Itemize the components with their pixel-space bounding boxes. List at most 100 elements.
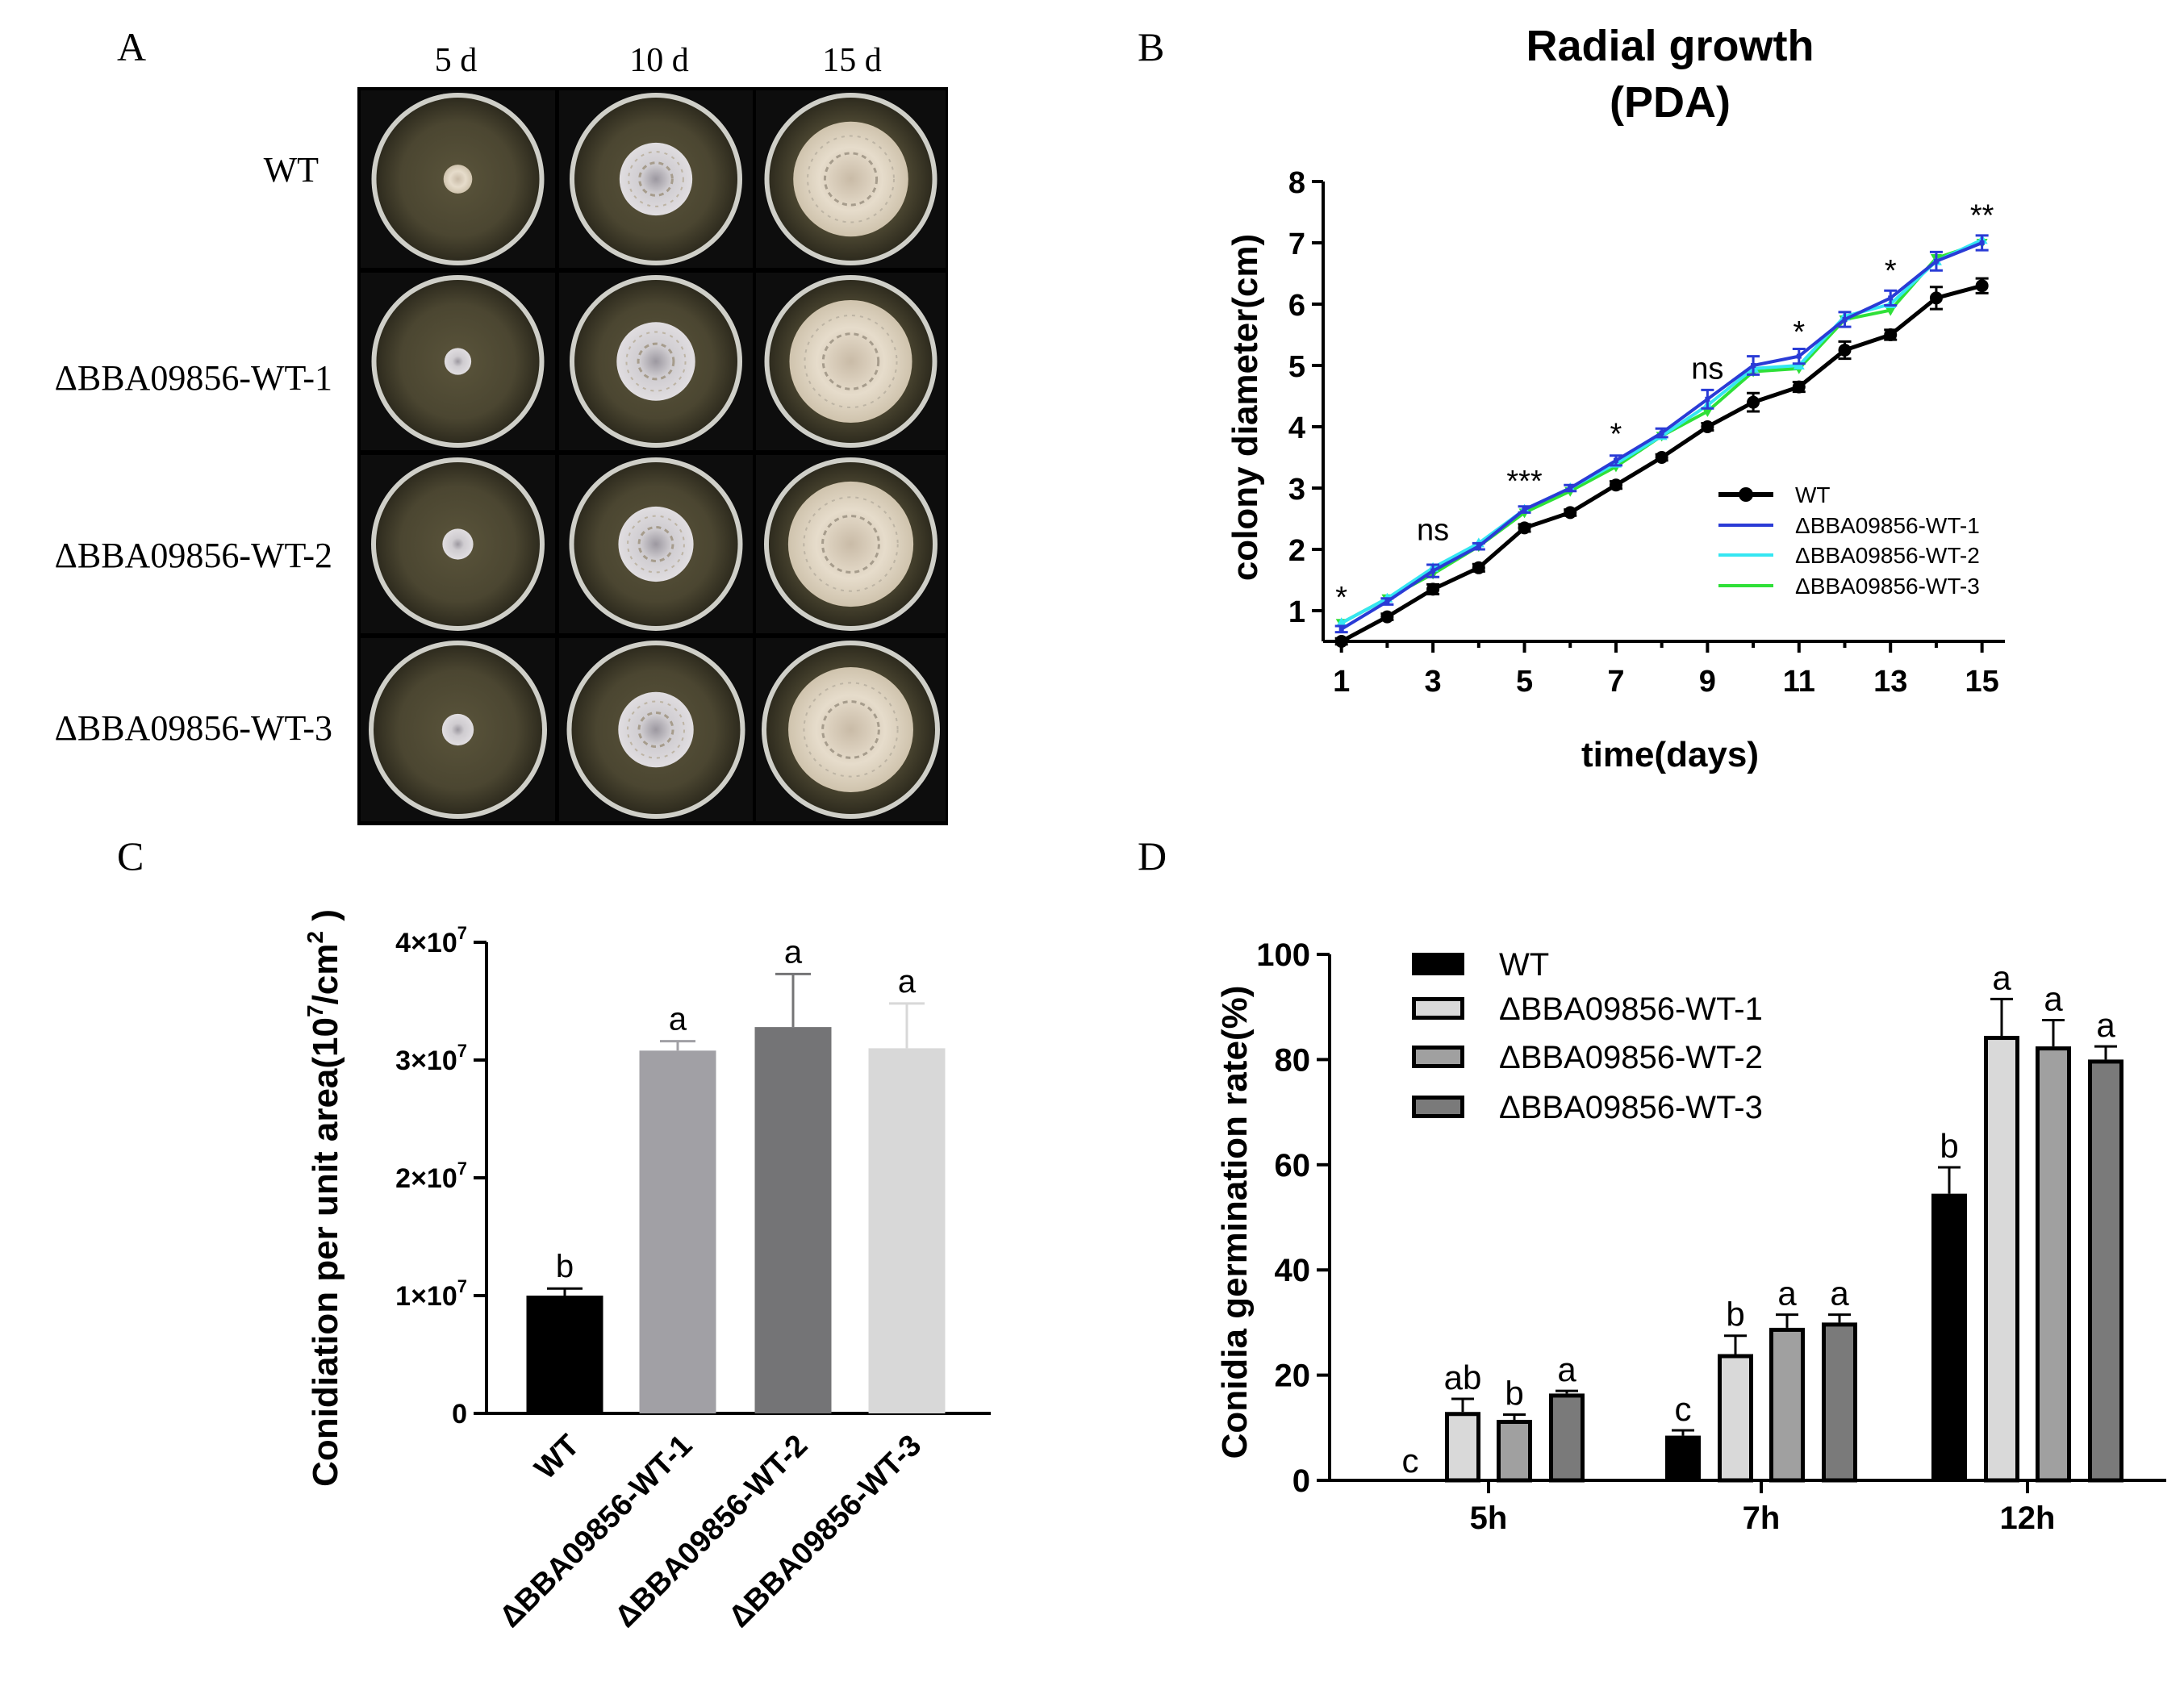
x-tick-label: 3 (1425, 665, 1442, 699)
legend-item: ΔBBA09856-WT-1 (1412, 991, 1763, 1027)
bar-rect (1984, 1036, 2019, 1483)
colony-outer-ring (807, 135, 895, 223)
significance-letter: b (1940, 1127, 1958, 1165)
y-tick-label: 1×107 (395, 1276, 467, 1312)
legend-swatch (1412, 1046, 1464, 1068)
bar-7h-mutant-1: b (1718, 1296, 1753, 1483)
data-point (1522, 507, 1527, 512)
x-tick-label: 12h (2000, 1501, 2056, 1536)
significance-letter: b (1505, 1375, 1523, 1413)
bar-5h-mutant-2: b (1497, 1375, 1532, 1483)
legend-label: ΔBBA09856-WT-1 (1499, 991, 1763, 1027)
plate-r1-10d (559, 90, 753, 268)
y-tick-exponent: 7 (457, 1158, 467, 1179)
significance-label: * (1335, 581, 1347, 615)
bar-5h-mutant-3: a (1549, 1350, 1585, 1483)
colony-outer-ring (803, 496, 899, 592)
data-point (1929, 291, 1943, 305)
panel-letter-d: D (1138, 833, 1167, 879)
x-tick-label: 11 (1783, 665, 1815, 699)
fungal-colony (444, 348, 472, 375)
legend-item: ΔBBA09856-WT-2 (1718, 543, 1980, 568)
y-tick-label: 3×107 (395, 1041, 467, 1076)
x-tick-label: 7h (1743, 1501, 1781, 1536)
colony-inner-ring (638, 161, 674, 197)
y-tick-label: 4×107 (395, 923, 467, 958)
y-tick-label: 4 (1288, 411, 1305, 445)
significance-letter: a (669, 1002, 687, 1037)
y-axis-label-main: Conidiation per unit area(10 (306, 1017, 345, 1487)
data-point (1659, 430, 1664, 436)
panel-letter-c: C (117, 833, 144, 879)
bar-rect (1769, 1327, 1805, 1483)
legend-label: WT (1795, 482, 1831, 507)
significance-letter: a (1830, 1275, 1849, 1313)
data-point (1609, 478, 1622, 492)
data-point (1568, 486, 1573, 490)
bar-5h-mutant-1: ab (1444, 1359, 1481, 1483)
y-tick-mantissa: 1×10 (395, 1281, 457, 1312)
y-tick-exponent: 7 (457, 1276, 467, 1296)
data-point (1885, 306, 1897, 316)
row-label-mutant-1: ΔBBA09856-WT-1 (55, 358, 332, 398)
fungal-colony (789, 299, 912, 424)
y-tick-exponent: 7 (457, 1041, 467, 1061)
colony-outer-ring (627, 515, 685, 574)
y-axis-label-tail: /cm (306, 944, 345, 1005)
series-wt (1334, 277, 1989, 648)
significance-letter: a (784, 934, 803, 970)
y-tick-exponent: 7 (457, 923, 467, 943)
bar-rect (754, 1027, 832, 1413)
data-point (1564, 506, 1577, 520)
x-tick-label: 9 (1699, 665, 1716, 699)
x-tick-label: 5 (1516, 665, 1533, 699)
bar-5h-wt: c (1402, 1442, 1419, 1480)
y-tick-mantissa: 2×10 (395, 1163, 457, 1194)
significance-label: * (1793, 315, 1805, 349)
plate-r1-15d (756, 90, 946, 268)
bar-rect (1822, 1322, 1857, 1483)
y-axis-label: Conidiation per unit area(107/cm2 ) (303, 909, 345, 1487)
y-tick-label: 100 (1256, 937, 1310, 973)
data-point (1334, 635, 1348, 648)
bar-12h-mutant-3: a (2088, 1006, 2123, 1483)
fungal-colony (618, 691, 694, 768)
legend-swatch (1412, 997, 1464, 1020)
legend-label: ΔBBA09856-WT-3 (1795, 574, 1980, 599)
colony-inner-ring (821, 332, 880, 390)
fungal-colony (441, 713, 474, 746)
data-point (1518, 521, 1531, 535)
data-point (1888, 295, 1894, 301)
data-point (1476, 544, 1481, 549)
significance-label: *** (1506, 465, 1543, 499)
y-axis-label-end: ) (306, 909, 345, 931)
row-label-wt: WT (264, 150, 319, 190)
data-point (1426, 582, 1440, 596)
data-point (1338, 626, 1344, 632)
plate-r3-5d (361, 455, 555, 633)
significance-label: ** (1970, 199, 1994, 233)
y-axis-label: Conidia germination rate(%) (1215, 986, 1255, 1459)
significance-letter: c (1402, 1442, 1419, 1480)
x-tick-label: WT (528, 1429, 586, 1486)
significance-label: ns (1417, 514, 1449, 548)
data-point (1380, 610, 1394, 624)
panel-c-bar-chart: Conidiation per unit area(107/cm2 ) 0 1×1… (303, 909, 991, 1634)
row-label-mutant-3: ΔBBA09856-WT-3 (55, 708, 332, 748)
bar-rect (526, 1296, 603, 1413)
y-tick-label: 0 (452, 1399, 467, 1430)
significance-letter: b (1726, 1296, 1744, 1334)
y-tick-label: 40 (1275, 1253, 1311, 1288)
panel-a-plate-grid: 5 d 10 d 15 d WT ΔBBA09856-WT-1 ΔBBA0985… (55, 42, 948, 825)
y-axis-label-sup: 7 (303, 1004, 328, 1017)
legend-swatch (1412, 953, 1464, 975)
significance-label: * (1610, 417, 1622, 451)
x-tick-label: ΔBBA09856-WT-3 (722, 1429, 928, 1634)
bar-12h-mutant-2: a (2036, 980, 2071, 1483)
legend-item: WT (1412, 947, 1549, 983)
significance-letter: a (1777, 1275, 1797, 1313)
data-point (1979, 240, 1985, 245)
data-point (1747, 395, 1760, 409)
significance-label: * (1885, 254, 1897, 288)
